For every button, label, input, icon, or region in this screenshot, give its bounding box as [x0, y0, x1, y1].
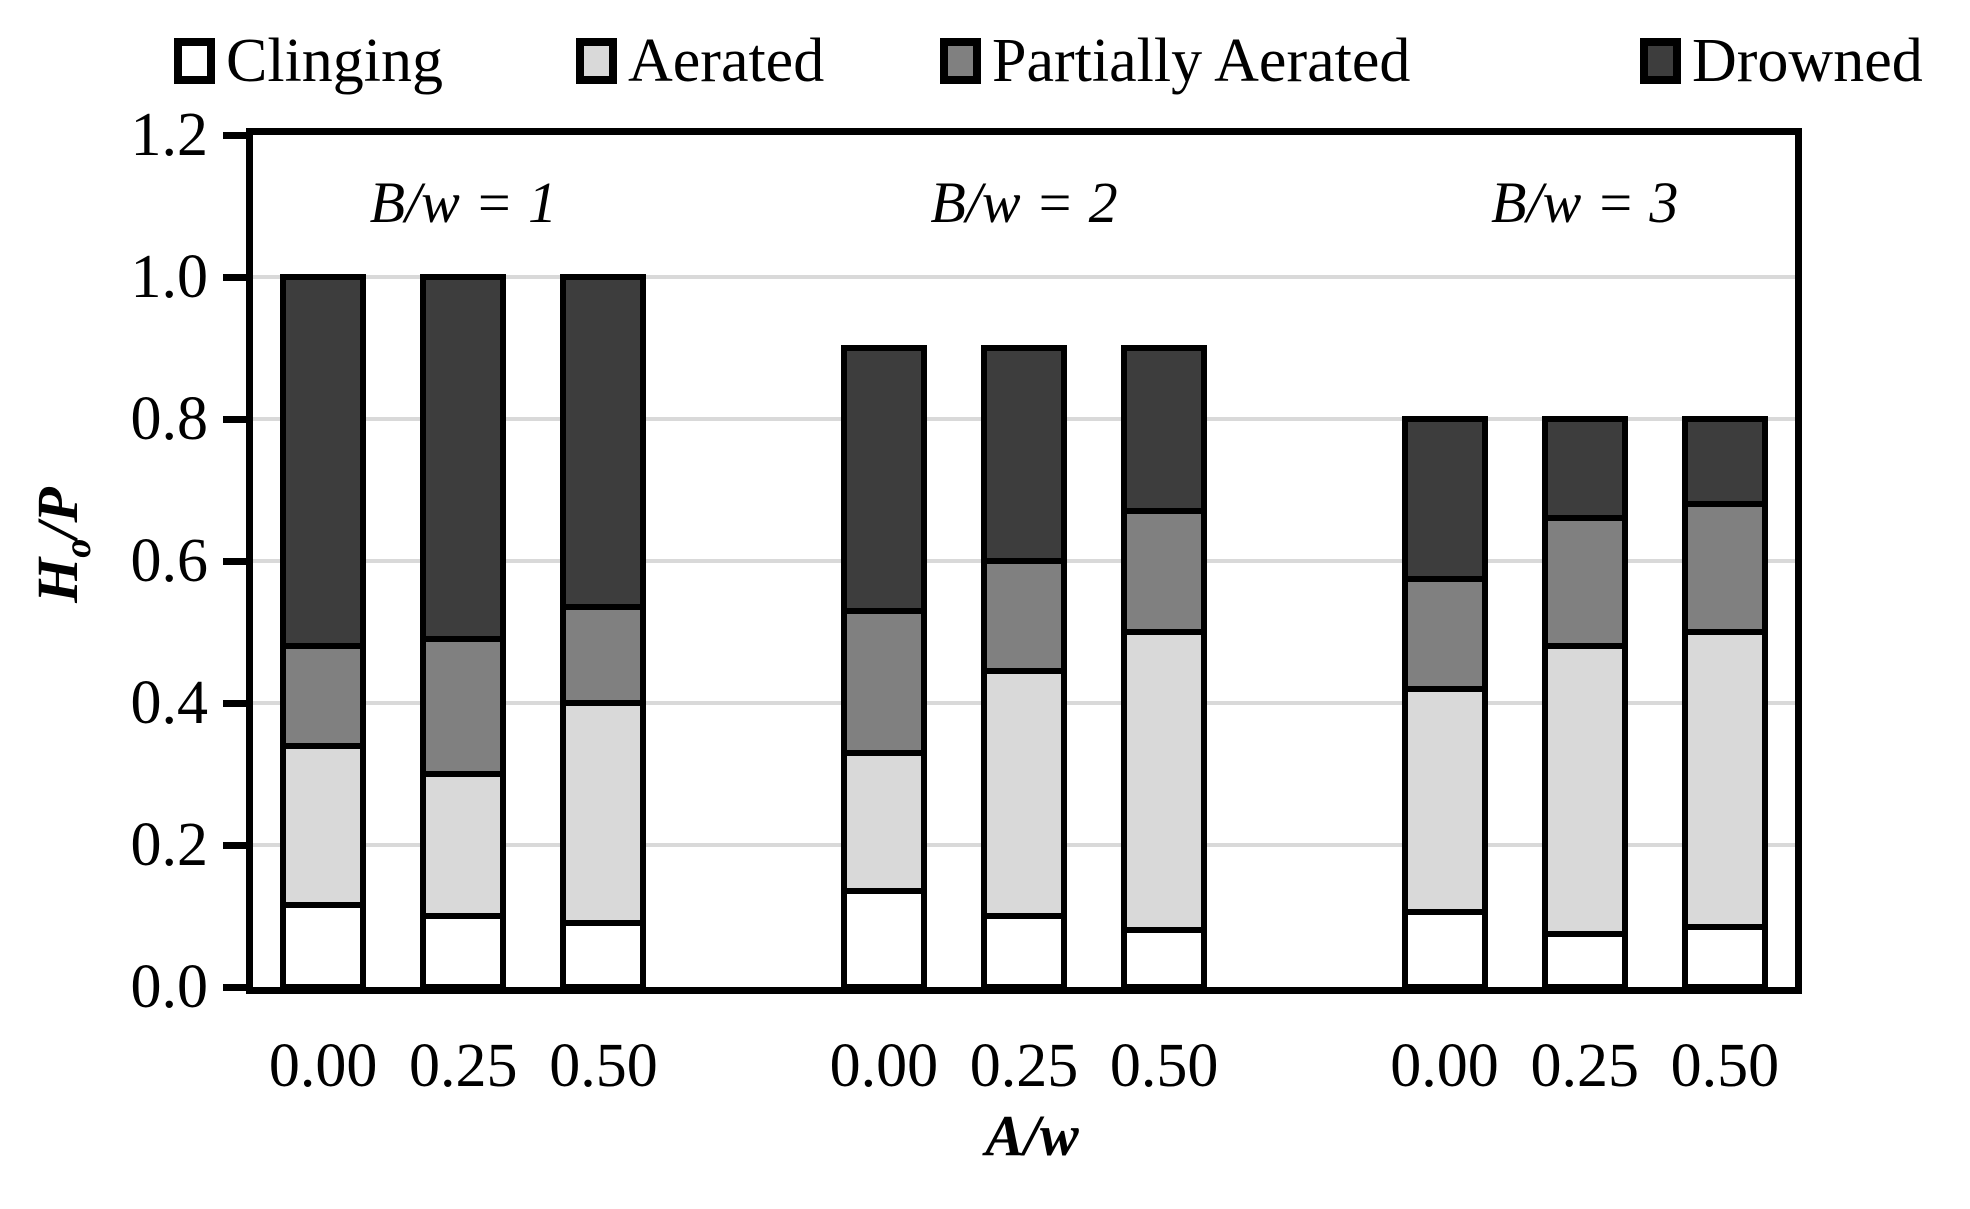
- bar-segment-drowned-g1-x0.00: [280, 274, 367, 650]
- x-tick-label-g1-0.25: 0.25: [409, 1032, 518, 1100]
- bar-segment-aerated-g1-x0.50: [560, 700, 647, 927]
- bar-segment-drowned-g3-x0.25: [1541, 416, 1628, 522]
- bar-segment-partially_aerated-g1-x0.00: [280, 643, 367, 749]
- y-tick-label-1.0: 1.0: [130, 243, 209, 311]
- group-label-2: B/w = 2: [930, 170, 1118, 235]
- bar-segment-aerated-g2-x0.00: [840, 749, 927, 895]
- y-tick-label-0.8: 0.8: [130, 385, 209, 453]
- y-axis-tick-1: [223, 274, 253, 281]
- group-label-3: B/w = 3: [1491, 170, 1679, 235]
- bar-segment-drowned-g2-x0.25: [981, 345, 1067, 564]
- bar-segment-partially_aerated-g1-x0.50: [560, 604, 647, 706]
- bar-segment-aerated-g1-x0.25: [420, 771, 507, 919]
- x-tick-label-g3-0.25: 0.25: [1530, 1032, 1639, 1100]
- y-axis-tick-0: [223, 984, 253, 991]
- x-tick-label-g3-0.50: 0.50: [1670, 1032, 1780, 1100]
- bar-segment-aerated-g2-x0.25: [981, 668, 1067, 919]
- bar-segment-partially_aerated-g3-x0.50: [1681, 501, 1768, 635]
- bar-segment-aerated-g3-x0.25: [1541, 643, 1628, 937]
- y-tick-label-0.2: 0.2: [130, 811, 209, 879]
- bar-segment-drowned-g1-x0.25: [420, 274, 507, 643]
- y-tick-label-0.6: 0.6: [130, 527, 209, 595]
- y-tick-label-0.4: 0.4: [130, 669, 209, 737]
- bar-segment-aerated-g3-x0.00: [1401, 685, 1488, 916]
- legend-label-drowned: Drowned: [1692, 27, 1923, 95]
- legend-item-partially_aerated: Partially Aerated: [940, 26, 1410, 96]
- bar-segment-partially_aerated-g2-x0.25: [981, 558, 1067, 675]
- y-axis-tick-0.6: [223, 558, 253, 565]
- legend-swatch-aerated-icon: [576, 38, 617, 84]
- legend-label-clinging: Clinging: [226, 27, 444, 95]
- bar-segment-drowned-g3-x0.50: [1681, 416, 1768, 508]
- bar-segment-clinging-g1-x0.50: [560, 920, 647, 990]
- bar-segment-partially_aerated-g1-x0.25: [420, 636, 507, 777]
- x-axis-title: A/w: [985, 1103, 1079, 1168]
- legend-item-clinging: Clinging: [174, 26, 443, 96]
- y-tick-label-1.2: 1.2: [130, 101, 209, 169]
- x-tick-label-g2-0.00: 0.00: [829, 1032, 939, 1100]
- bar-segment-partially_aerated-g3-x0.00: [1401, 575, 1488, 692]
- legend-label-partially_aerated: Partially Aerated: [992, 27, 1411, 95]
- bar-segment-clinging-g1-x0.25: [420, 913, 507, 990]
- bar-segment-clinging-g2-x0.50: [1121, 927, 1208, 990]
- legend-swatch-partially_aerated-icon: [940, 38, 981, 84]
- bar-segment-clinging-g2-x0.00: [840, 888, 927, 990]
- y-axis-tick-1.2: [223, 132, 253, 139]
- bar-segment-drowned-g1-x0.50: [560, 274, 647, 611]
- legend-item-aerated: Aerated: [576, 26, 824, 96]
- legend-swatch-clinging-icon: [174, 38, 215, 84]
- x-tick-label-g3-0.00: 0.00: [1390, 1032, 1499, 1100]
- bar-segment-clinging-g1-x0.00: [280, 902, 367, 990]
- bar-segment-clinging-g3-x0.00: [1401, 909, 1488, 990]
- x-tick-label-g2-0.25: 0.25: [969, 1032, 1079, 1100]
- legend-swatch-drowned-icon: [1640, 38, 1681, 84]
- x-tick-label-g2-0.50: 0.50: [1109, 1032, 1219, 1100]
- y-axis-tick-0.2: [223, 842, 253, 849]
- legend-item-drowned: Drowned: [1640, 26, 1923, 96]
- bar-segment-drowned-g3-x0.00: [1401, 416, 1488, 582]
- bar-segment-clinging-g3-x0.25: [1541, 930, 1628, 990]
- bar-segment-aerated-g2-x0.50: [1121, 629, 1208, 934]
- x-tick-label-g1-0.50: 0.50: [549, 1032, 658, 1100]
- bar-segment-clinging-g3-x0.50: [1681, 923, 1768, 990]
- y-axis-tick-0.4: [223, 700, 253, 707]
- bar-segment-drowned-g2-x0.00: [840, 345, 927, 614]
- bar-segment-aerated-g3-x0.50: [1681, 629, 1768, 930]
- legend-label-aerated: Aerated: [628, 27, 825, 95]
- gridline-1: [253, 275, 1795, 279]
- bar-segment-partially_aerated-g2-x0.00: [840, 607, 927, 756]
- group-label-1: B/w = 1: [369, 170, 557, 235]
- y-tick-label-0.0: 0.0: [130, 953, 209, 1021]
- bar-segment-drowned-g2-x0.50: [1121, 345, 1208, 515]
- x-tick-label-g1-0.00: 0.00: [268, 1032, 378, 1100]
- y-axis-tick-0.8: [223, 416, 253, 423]
- bar-segment-partially_aerated-g2-x0.50: [1121, 508, 1208, 635]
- bar-segment-aerated-g1-x0.00: [280, 742, 367, 909]
- bar-segment-partially_aerated-g3-x0.25: [1541, 515, 1628, 650]
- bar-segment-clinging-g2-x0.25: [981, 913, 1067, 990]
